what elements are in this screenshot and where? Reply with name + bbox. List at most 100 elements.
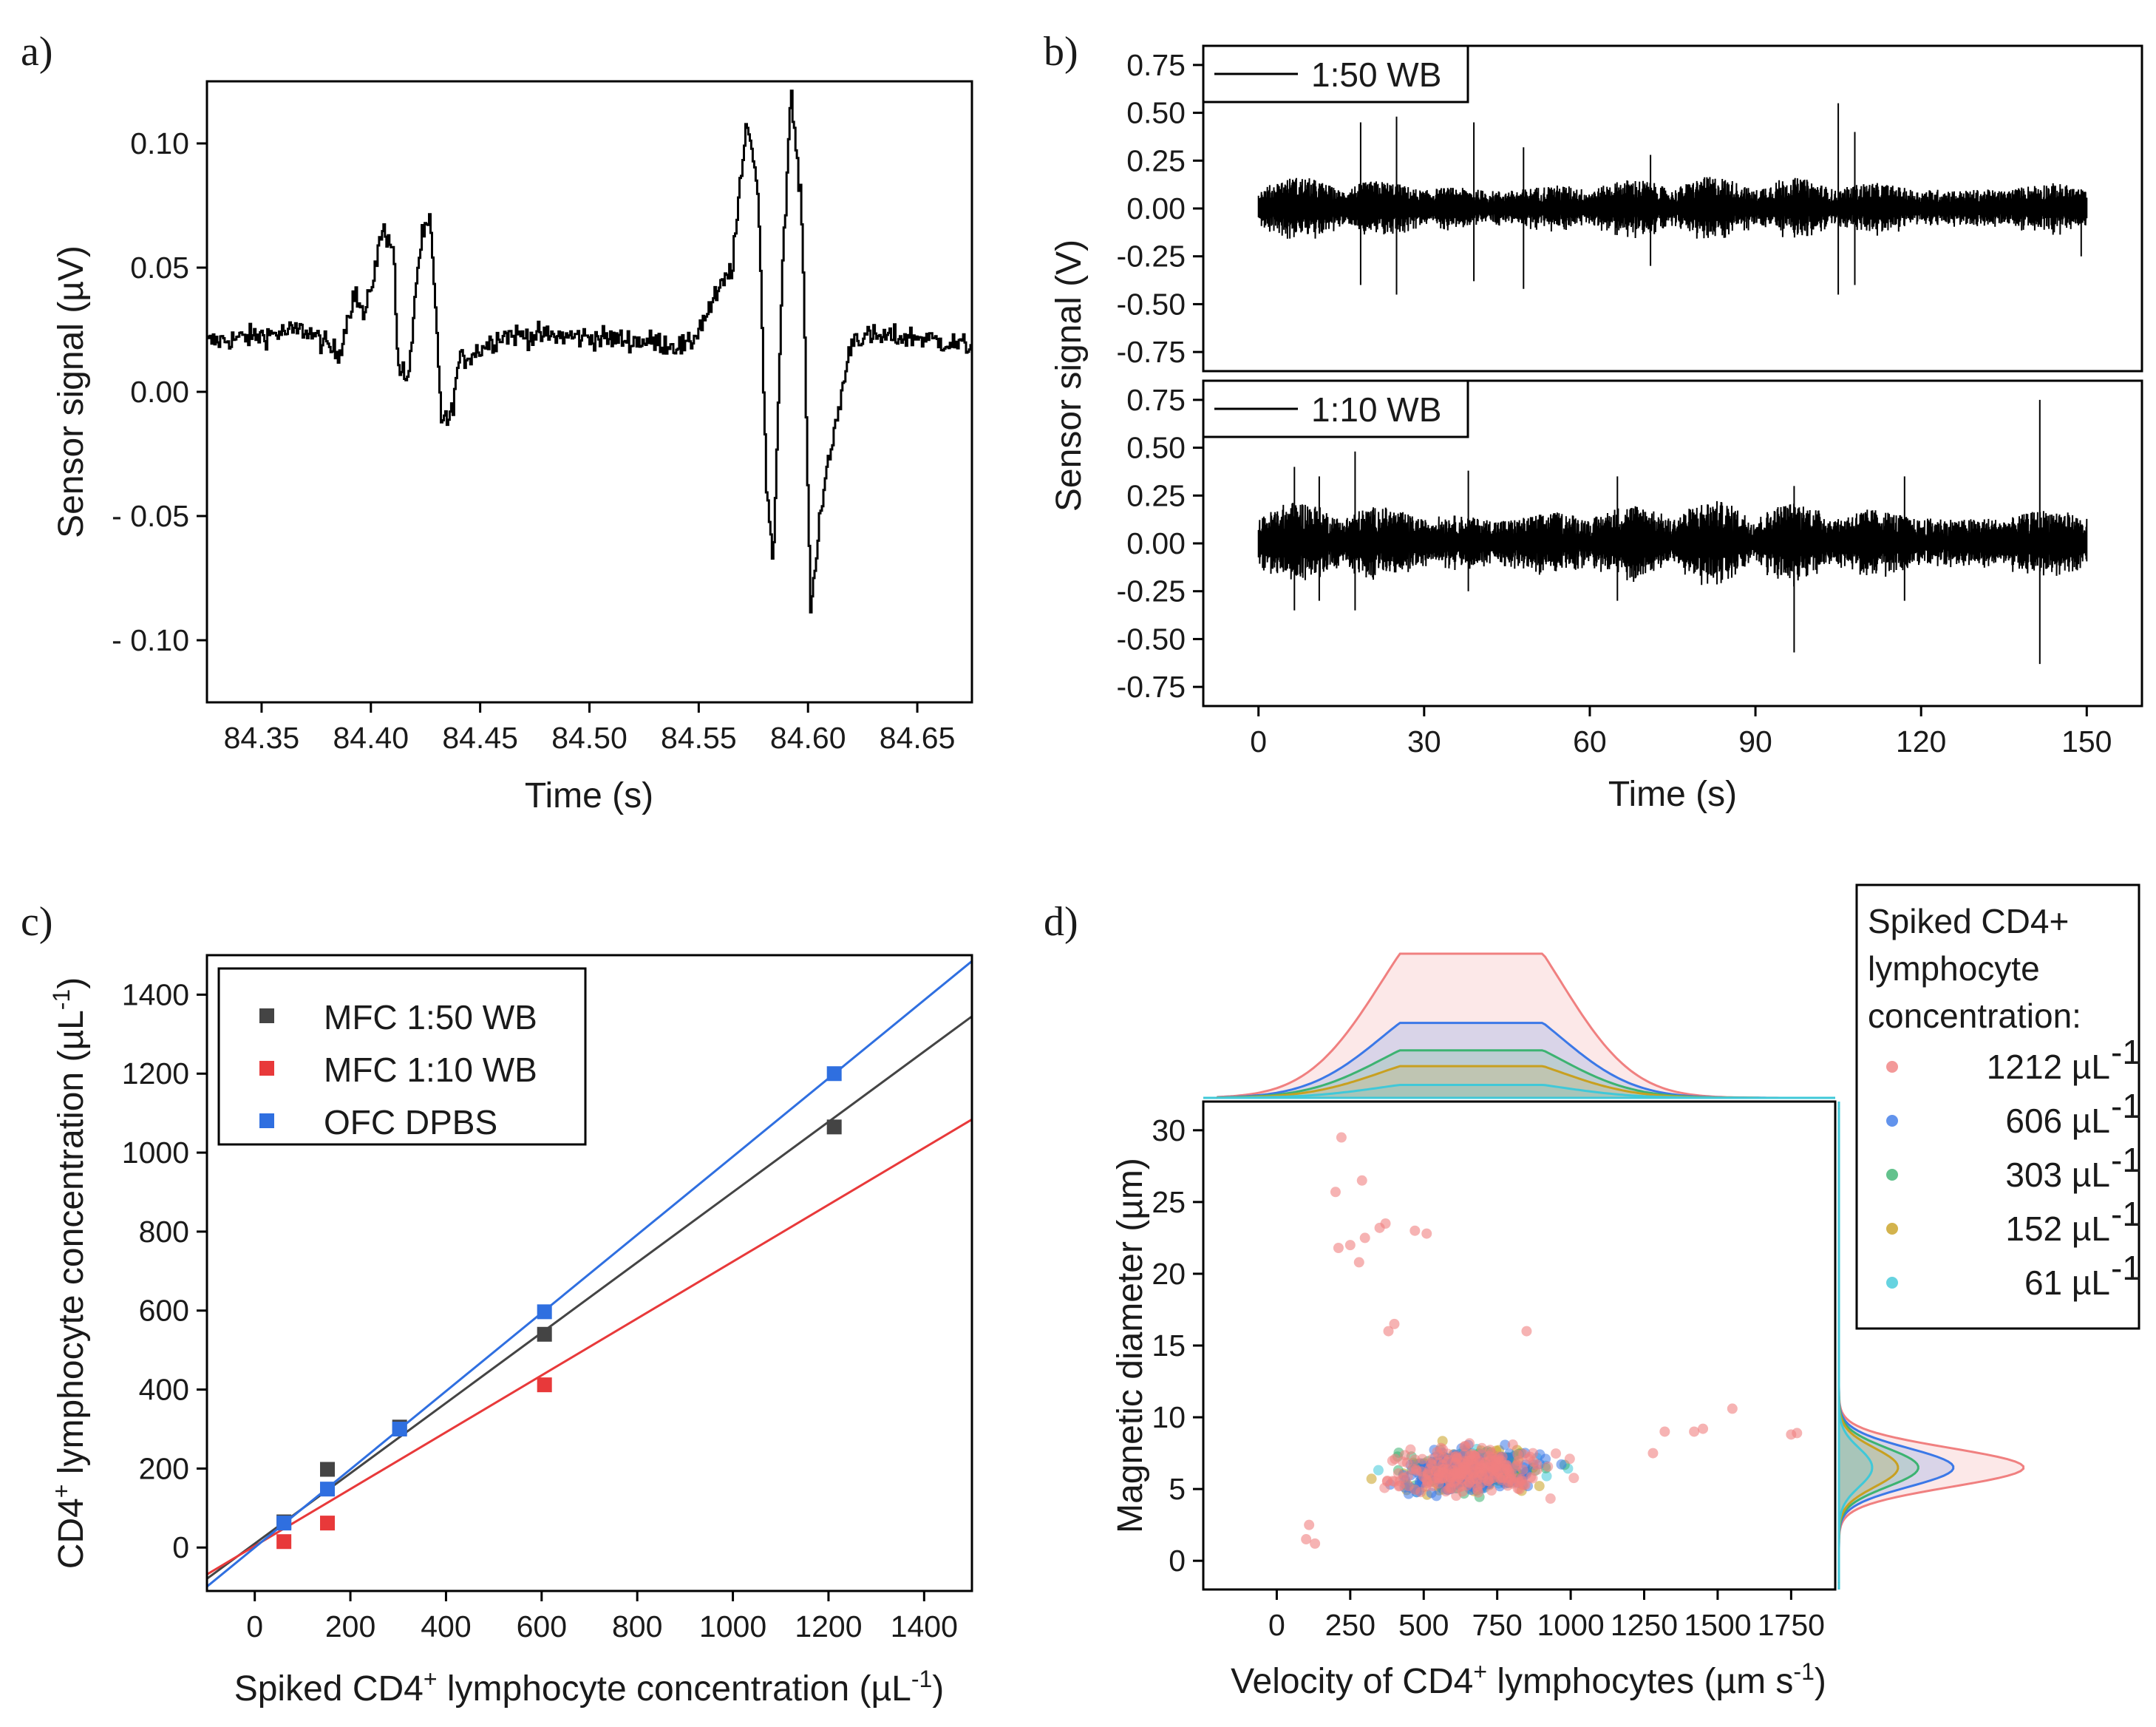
panel-d-xtick-label: 1000 (1537, 1608, 1604, 1642)
panel-d-label: d) (1044, 899, 1078, 945)
panel-a-ytick-label: - 0.05 (112, 499, 189, 533)
panel-c-label: c) (21, 899, 53, 945)
panel-d-point-0 (1401, 1457, 1412, 1468)
panel-a-ytick-label: 0.05 (130, 251, 189, 285)
panel-c-point-2 (276, 1516, 292, 1531)
panel-a-xtick-label: 84.45 (442, 721, 518, 755)
panel-d-legend-marker-2 (1886, 1169, 1898, 1181)
panel-d-legend-marker-1 (1886, 1115, 1898, 1127)
panel-d-point-0 (1435, 1442, 1446, 1453)
panel-c-ytick-label: 1200 (122, 1056, 189, 1090)
panel-d-outlier-point (1383, 1326, 1394, 1337)
panel-b-ytick-label: -0.75 (1117, 335, 1186, 369)
panel-c-xtick-label: 1000 (699, 1609, 766, 1643)
panel-d-legend-title-2: lymphocyte (1868, 949, 2040, 988)
panel-b-ylabel: Sensor signal (V) (1050, 240, 1089, 512)
panel-c-frame (205, 954, 973, 1592)
panel-d-outlier-point (1521, 1326, 1532, 1337)
panel-d-scatter-points (1301, 1132, 1803, 1549)
panel-d-point-0 (1437, 1473, 1448, 1484)
panel-d-point-0 (1463, 1455, 1474, 1466)
panel-d-legend-label-4: 61 µL (2024, 1263, 2110, 1302)
panel-d-xtick-label: 1250 (1611, 1608, 1678, 1642)
panel-d-legend: Spiked CD4+ lymphocyte concentration: 12… (1855, 883, 2141, 1330)
panel-d-ylabel: Magnetic diameter (µm) (1111, 1158, 1150, 1533)
panel-d-point-0 (1568, 1473, 1579, 1484)
panel-b-xtick-label: 90 (1738, 725, 1772, 759)
panel-d-outlier-point (1647, 1448, 1659, 1459)
panel-c-ytick-label: 600 (139, 1294, 189, 1328)
panel-c-ytick-label: 1000 (122, 1136, 189, 1170)
panel-a-xtick-label: 84.65 (880, 721, 956, 755)
panel-a-ticks: 84.35 84.40 84.45 84.50 84.55 84.60 84.65 0.10 0… (112, 126, 955, 755)
panel-b-xtick-label: 0 (1250, 725, 1267, 759)
panel-b-ytick-label: -0.75 (1117, 670, 1186, 704)
panel-d-outlier-point (1304, 1519, 1315, 1530)
panel-d-legend-title-1: Spiked CD4+ (1868, 902, 2069, 940)
panel-d-outlier-point (1689, 1426, 1700, 1437)
panel-a-label: a) (21, 29, 53, 75)
panel-d-outlier-point (1333, 1243, 1344, 1253)
panel-d-point-0 (1464, 1476, 1475, 1487)
panel-a-chart: 84.35 84.40 84.45 84.50 84.55 84.60 84.65 0.10 0… (52, 80, 973, 815)
panel-a-ylabel: Sensor signal (µV) (52, 245, 91, 538)
panel-d-legend-sup-3: -1 (2111, 1195, 2141, 1233)
panel-d-point-0 (1392, 1468, 1404, 1479)
panel-b-ytick-label: 0.25 (1126, 143, 1186, 177)
panel-c-plot (207, 960, 972, 1588)
panel-c-point-2 (537, 1304, 552, 1320)
panel-b-ytick-label: -0.25 (1117, 240, 1186, 274)
panel-d-point-0 (1427, 1481, 1438, 1492)
panel-d-point-0 (1484, 1445, 1495, 1456)
panel-d-legend-title-3: concentration: (1868, 997, 2081, 1035)
panel-d-point-0 (1417, 1453, 1428, 1465)
panel-d-ytick-label: 25 (1152, 1185, 1186, 1219)
panel-c-legend-label-2: OFC DPBS (324, 1103, 497, 1141)
panel-b-ytick-label: -0.50 (1117, 622, 1186, 656)
panel-d-xtick-label: 0 (1268, 1608, 1285, 1642)
panel-b-xtick-label: 60 (1573, 725, 1607, 759)
panel-d-point-0 (1523, 1453, 1534, 1465)
panel-c-fit-line-1 (207, 1118, 972, 1575)
panel-d-legend-sup-0: -1 (2111, 1033, 2141, 1071)
panel-d-xtick-label: 750 (1472, 1608, 1522, 1642)
panel-d-y-density-4 (1837, 1108, 1874, 1583)
panel-d-outlier-point (1659, 1426, 1670, 1437)
panel-c-ylabel: CD4+ lymphocyte concentration (µL-1) (48, 977, 91, 1569)
panel-c-xtick-label: 0 (246, 1609, 263, 1643)
panel-d-point-0 (1564, 1453, 1575, 1465)
panel-c-xtick-label: 800 (612, 1609, 662, 1643)
panel-c-chart: 0 200 400 600 800 1000 1200 1400 0 200 400 600 800 10… (48, 954, 973, 1709)
panel-b-ytick-label: 0.75 (1126, 48, 1186, 82)
panel-d-point-0 (1409, 1454, 1421, 1465)
panel-d-ytick-label: 10 (1152, 1400, 1186, 1434)
panel-c-series (207, 960, 972, 1588)
panel-d-point-0 (1387, 1455, 1398, 1466)
panel-b-xtick-label: 120 (1896, 725, 1946, 759)
panel-d-outlier-point (1330, 1187, 1341, 1198)
panel-d-ytick-label: 20 (1152, 1257, 1186, 1291)
panel-c-legend-marker-0 (259, 1008, 274, 1023)
panel-d-legend-label-0: 1212 µL (1987, 1048, 2110, 1086)
panel-d-point-0 (1497, 1451, 1508, 1462)
panel-d-point-0 (1486, 1485, 1497, 1496)
panel-c-ytick-label: 200 (139, 1451, 189, 1485)
panel-d-point-0 (1507, 1439, 1518, 1451)
panel-b-ytick-label: 0.50 (1126, 431, 1186, 465)
panel-b-top-legend-label: 1:50 WB (1311, 55, 1441, 94)
panel-d-outlier-point (1389, 1318, 1400, 1329)
panel-b-top-legend: 1:50 WB (1202, 44, 1469, 104)
panel-a-ytick-label: 0.00 (130, 375, 189, 409)
panel-d-point-4 (1373, 1465, 1384, 1476)
panel-d-ytick-label: 30 (1152, 1113, 1186, 1147)
panel-c-point-0 (320, 1462, 336, 1477)
panel-c-point-0 (826, 1119, 842, 1135)
panel-d-legend-label-1: 606 µL (2005, 1102, 2110, 1140)
panel-d-point-0 (1451, 1467, 1462, 1478)
panel-d-legend-label-3: 152 µL (2005, 1209, 2110, 1248)
panel-a-ytick-label: - 0.10 (112, 623, 189, 657)
panel-b-ytick-label: -0.50 (1117, 287, 1186, 321)
panel-d-outlier-point (1409, 1225, 1421, 1236)
panel-d-outlier-point (1344, 1240, 1356, 1251)
